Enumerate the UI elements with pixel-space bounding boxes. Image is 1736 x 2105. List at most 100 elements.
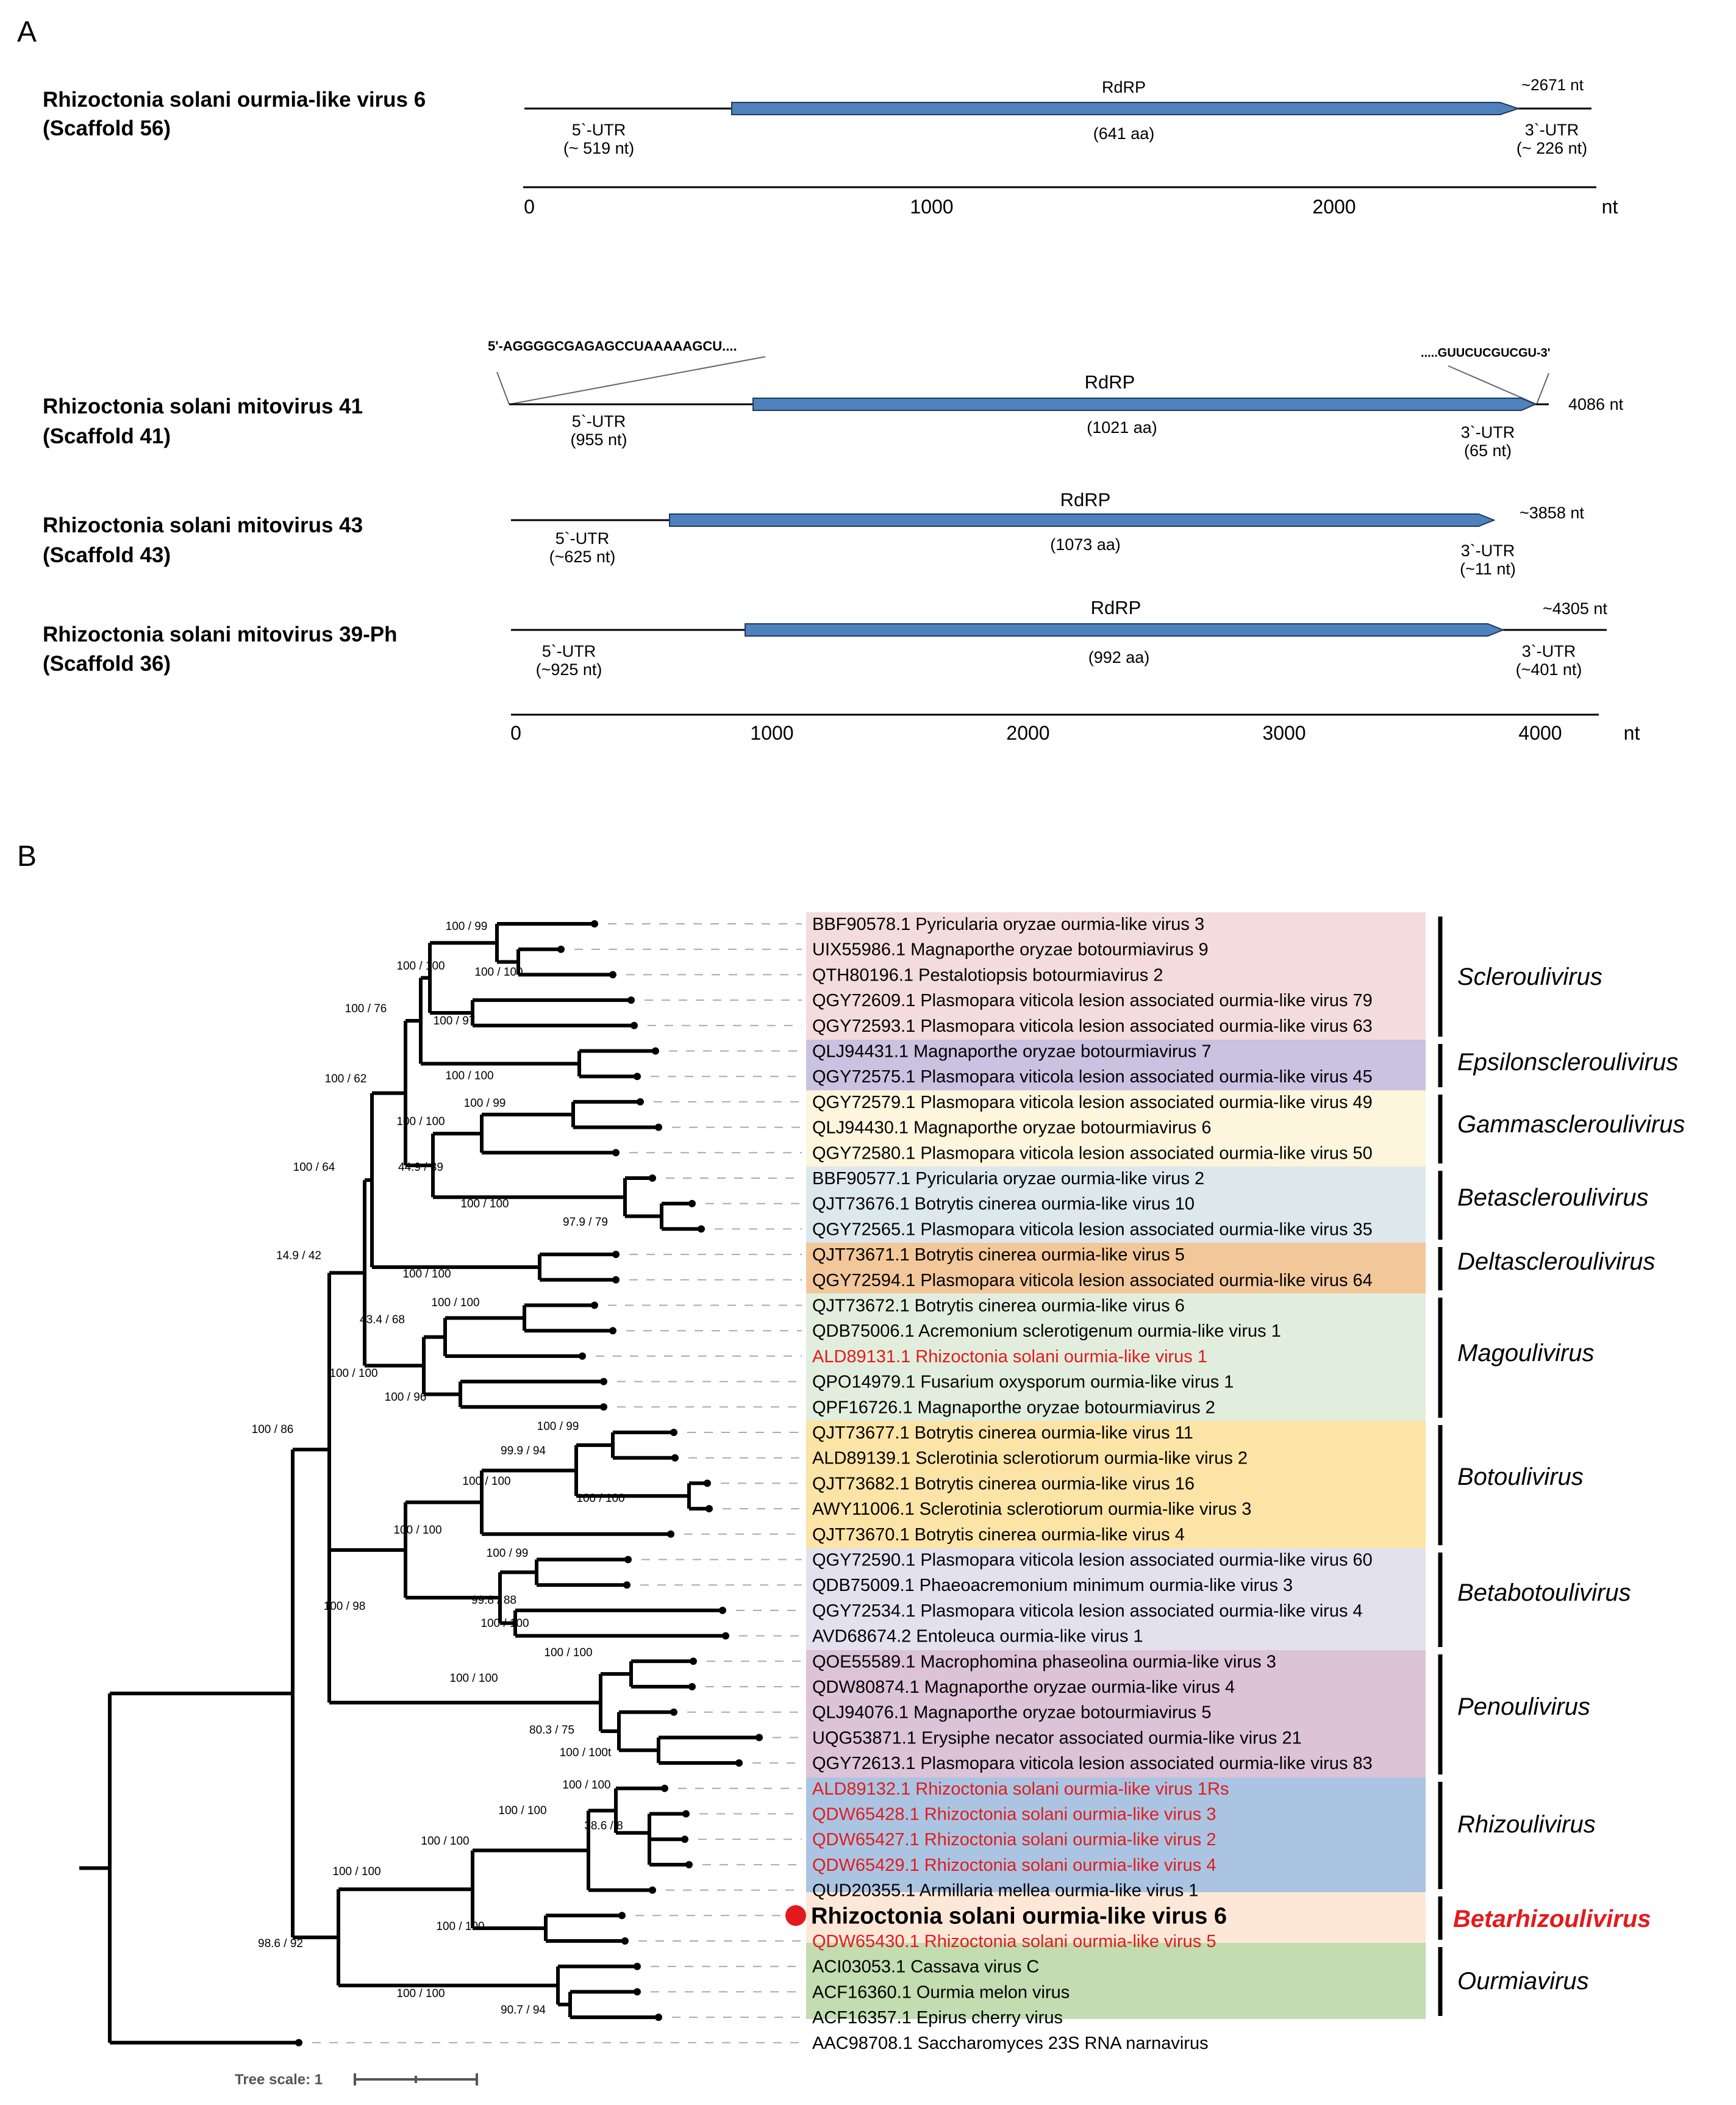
tree-tip-dot	[612, 1276, 620, 1284]
clade-backgrounds	[806, 912, 1426, 2019]
utr5-label: 5`-UTR	[542, 642, 596, 660]
support-value: 100 / 64	[293, 1161, 335, 1174]
support-value: 38.6 / 8	[584, 1820, 623, 1832]
clade-bg-betabotoulivirus	[806, 1548, 1426, 1650]
tree-tip-dot	[609, 971, 616, 979]
utr5-length: (~925 nt)	[536, 660, 602, 679]
tree-leaf-label: QDW65429.1 Rhizoctonia solani ourmia-lik…	[812, 1856, 1216, 1875]
rdrp-orf	[731, 102, 1521, 115]
tree-tip-dot	[688, 1683, 696, 1690]
tree-tip-dot	[649, 1174, 656, 1182]
genome-name: Rhizoctonia solani mitovirus 39-Ph	[43, 623, 397, 646]
tree-leaf-label: QGY72594.1 Plasmopara viticola lesion as…	[812, 1271, 1373, 1290]
genome-scaffold: (Scaffold 56)	[43, 116, 171, 140]
utr3-label: 3`-UTR	[1461, 423, 1515, 441]
rdrp-orf	[669, 513, 1496, 527]
rdrp-aa: (992 aa)	[1088, 648, 1150, 667]
genus-label: Betascleroulivirus	[1457, 1184, 1648, 1211]
genome-scaffold: (Scaffold 41)	[43, 424, 171, 448]
tree-tip-dot	[634, 1962, 641, 1970]
tree-leaf-label: QGY72613.1 Plasmopara viticola lesion as…	[812, 1754, 1373, 1773]
support-value: 14.9 / 42	[276, 1249, 321, 1262]
tree-leaf-label: QDW65427.1 Rhizoctonia solani ourmia-lik…	[812, 1830, 1216, 1849]
clade-bg-rhizoulivirus	[806, 1778, 1426, 1892]
clade-bg-penoulivirus	[806, 1650, 1426, 1778]
axis-tick-label: 0	[524, 196, 535, 218]
axis-tick-label: 2000	[1312, 196, 1356, 218]
tree-tip-dot	[609, 1327, 616, 1335]
tree-tip-dot	[667, 1530, 674, 1538]
support-value: 44.9 / 39	[398, 1161, 443, 1174]
tree-tip-dot	[722, 1632, 729, 1640]
support-value: 100 / 100	[460, 1198, 509, 1210]
tree-tip-dot	[671, 1454, 679, 1462]
tree-tip-dot	[600, 1378, 607, 1385]
tree-tip-dot	[637, 1098, 644, 1106]
tree-leaf-label: QDB75006.1 Acremonium sclerotigenum ourm…	[812, 1321, 1281, 1341]
genome-mitovirus-41: 5'-AGGGGCGAGAGCCUAAAAAGCU.... .....GUUCU…	[43, 338, 1624, 460]
panel-label-b: B	[17, 840, 37, 873]
tree-leaf-label: ACI03053.1 Cassava virus C	[812, 1957, 1039, 1977]
tree-tip-dots	[295, 920, 806, 2046]
tree-tip-dot	[661, 1784, 668, 1792]
genus-label: Scleroulivirus	[1457, 963, 1602, 990]
utr3-length: (~ 226 nt)	[1516, 139, 1587, 157]
support-value: 97.9 / 79	[563, 1216, 608, 1229]
clade-bg-betarhizoulivirus	[806, 1892, 1426, 1943]
axis-tick-label: 4000	[1518, 722, 1562, 744]
new-virus-marker	[785, 1905, 806, 1926]
genome-name: Rhizoctonia solani ourmia-like virus 6	[43, 88, 426, 112]
tree-tip-dot	[618, 1912, 626, 1920]
tree-tip-dot	[600, 1403, 607, 1411]
tree-leaf-label: AWY11006.1 Sclerotinia sclerotiorum ourm…	[812, 1499, 1251, 1519]
tree-tip-dot	[623, 1581, 630, 1589]
axis-tick-label: 0	[510, 722, 521, 744]
tree-leaf-label: AAC98708.1 Saccharomyces 23S RNA narnavi…	[812, 2034, 1209, 2053]
tree-leaf-label: QGY72534.1 Plasmopara viticola lesion as…	[812, 1601, 1363, 1621]
support-value: 90.7 / 94	[501, 2004, 546, 2017]
tree-tip-dot	[295, 2039, 302, 2046]
tree-leaf-label: ALD89131.1 Rhizoctonia solani ourmia-lik…	[812, 1347, 1207, 1367]
clade-bg-scleroulivirus	[806, 912, 1426, 1040]
genus-label: Penoulivirus	[1457, 1693, 1590, 1720]
panel-label-a: A	[17, 16, 37, 48]
utr3-label: 3`-UTR	[1525, 121, 1579, 139]
support-value: 100 / 100	[396, 1115, 445, 1128]
support-value: 100 / 96	[385, 1391, 427, 1404]
utr5-length: (~ 519 nt)	[563, 139, 634, 157]
tree-tip-dot	[621, 1937, 629, 1945]
tree-leaf-label: QGY72579.1 Plasmopara viticola lesion as…	[812, 1093, 1373, 1112]
tree-tip-dot	[634, 1988, 641, 1996]
support-value: 100 / 62	[325, 1073, 367, 1085]
tree-tip-dot	[670, 1708, 677, 1716]
genus-label: Ourmiavirus	[1457, 1968, 1589, 1995]
rdrp-label: RdRP	[1085, 371, 1135, 393]
tree-leaf-label: QJT73670.1 Botrytis cinerea ourmia-like …	[812, 1525, 1185, 1545]
tree-leaf-label: QDW65430.1 Rhizoctonia solani ourmia-lik…	[812, 1932, 1216, 1951]
support-value: 99.9 / 94	[501, 1445, 546, 1457]
rdrp-aa: (1073 aa)	[1050, 535, 1121, 554]
support-value: 100 / 97	[434, 1015, 476, 1027]
tree-leaf-label: ALD89132.1 Rhizoctonia solani ourmia-lik…	[812, 1779, 1229, 1799]
tree-leaf-label: QGY72609.1 Plasmopara viticola lesion as…	[812, 991, 1373, 1010]
utr5-length: (955 nt)	[570, 431, 627, 449]
seq-3-pointer	[1536, 373, 1549, 405]
clade-bg-ourmiavirus	[806, 1943, 1426, 2019]
support-value: 100 / 100	[436, 1920, 484, 1933]
seq-3-end: .....GUUCUCGUCGU-3'	[1421, 346, 1551, 360]
tree-leaf-label: QJT73677.1 Botrytis cinerea ourmia-like …	[812, 1423, 1193, 1443]
genome-ourmia-like-virus-6: Rhizoctonia solani ourmia-like virus 6 (…	[43, 76, 1591, 157]
support-value: 100 / 100	[445, 1070, 493, 1082]
genome-total-length: ~3858 nt	[1520, 504, 1584, 522]
tree-leaf-label: BBF90577.1 Pyricularia oryzae ourmia-lik…	[812, 1169, 1204, 1188]
tree-tip-dot	[634, 1073, 641, 1081]
genome-total-length: 4086 nt	[1568, 395, 1624, 413]
tree-tip-dot	[624, 1556, 632, 1564]
tree-tip-dot	[630, 1021, 638, 1029]
tree-tip-dot	[612, 1149, 620, 1157]
support-value: 80.3 / 75	[529, 1724, 574, 1737]
support-value: 100 / 100	[498, 1804, 546, 1817]
tree-leaf-label: ACF16360.1 Ourmia melon virus	[812, 1982, 1070, 2002]
rdrp-label: RdRP	[1102, 78, 1146, 96]
